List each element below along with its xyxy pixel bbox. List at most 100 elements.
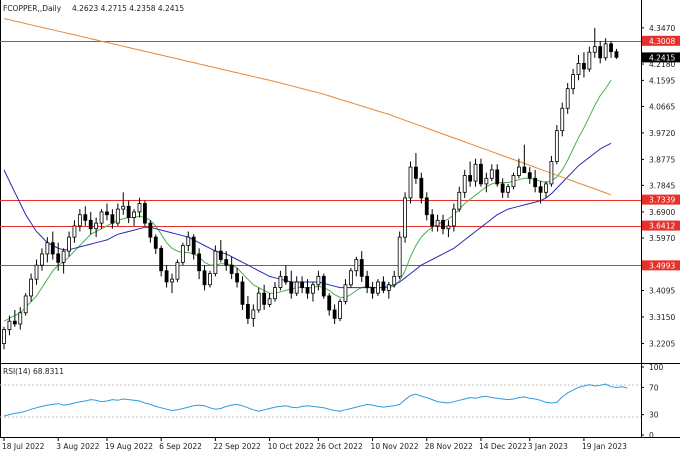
candle	[110, 209, 115, 229]
candle-body	[370, 287, 375, 294]
candle-body	[148, 222, 153, 238]
candle-body	[224, 259, 229, 266]
candle	[121, 192, 126, 215]
candle-body	[175, 261, 180, 280]
rsi-tick-label: 0	[649, 431, 654, 440]
candle-body	[533, 177, 538, 188]
candle-body	[197, 253, 202, 272]
candle-body	[321, 275, 326, 297]
candle	[267, 293, 272, 308]
candle-body	[576, 63, 581, 76]
candle	[473, 158, 478, 187]
candle	[538, 181, 543, 204]
candle-body	[126, 205, 131, 218]
candle	[348, 267, 353, 288]
candle-body	[45, 242, 50, 255]
candle	[451, 203, 456, 232]
candle-body	[2, 329, 6, 344]
candle	[245, 295, 250, 324]
candle	[533, 169, 538, 193]
candle	[45, 237, 50, 263]
candle-body	[40, 253, 44, 266]
candle-body	[115, 208, 120, 224]
candle-body	[446, 225, 451, 230]
candle	[143, 200, 147, 226]
candle	[484, 172, 489, 193]
candle	[576, 55, 581, 81]
candle-body	[397, 236, 402, 277]
candle-body	[386, 284, 391, 291]
candle	[72, 220, 77, 243]
candle-body	[506, 186, 510, 193]
candle	[397, 231, 402, 280]
level-badge-1-label: 3.7339	[649, 196, 675, 205]
candle	[164, 265, 169, 288]
candle-body	[479, 163, 483, 185]
candle	[148, 220, 153, 243]
candle	[554, 125, 559, 165]
price-tick-label: 4.3470	[649, 24, 675, 33]
time-tick-label: 28 Nov 2022	[425, 442, 473, 451]
candle	[327, 293, 332, 316]
level-badge-3-label: 3.4993	[649, 261, 675, 270]
candle	[105, 203, 109, 221]
candle	[565, 83, 570, 114]
candle-body	[137, 203, 142, 213]
candle-body	[457, 191, 462, 210]
candle	[462, 169, 467, 198]
candle-body	[609, 43, 613, 53]
candle-body	[121, 205, 126, 210]
candle-body	[598, 46, 603, 59]
candle-body	[300, 281, 305, 288]
time-tick-label: 14 Dec 2022	[479, 442, 527, 451]
candle	[235, 267, 239, 288]
candle	[202, 265, 207, 291]
candle-body	[495, 169, 500, 185]
candle	[126, 200, 131, 224]
candle-body	[50, 242, 55, 255]
candle-body	[338, 301, 342, 319]
candle-body	[251, 309, 256, 319]
candle	[457, 186, 462, 212]
candle	[208, 270, 212, 288]
candle-body	[527, 172, 532, 179]
candle	[354, 256, 359, 277]
candle-body	[278, 275, 283, 288]
candle-body	[517, 166, 521, 176]
candle	[392, 270, 397, 288]
candle-body	[180, 245, 185, 263]
rsi-line	[3, 383, 628, 417]
candle-body	[23, 295, 28, 314]
candle-body	[511, 175, 516, 188]
candle-body	[256, 292, 261, 311]
chart-header-ohlc: 4.2623 4.2715 4.2358 4.2415	[72, 4, 184, 13]
candle-body	[29, 278, 34, 297]
candle-body	[403, 197, 407, 238]
candle-body	[159, 247, 164, 272]
price-tick-label: 4.2180	[649, 60, 675, 69]
price-tick-label: 3.7845	[649, 181, 675, 190]
candle	[549, 155, 554, 187]
candle-body	[18, 312, 23, 325]
candle-body	[348, 270, 353, 286]
candle-body	[88, 219, 93, 230]
candle-body	[202, 270, 207, 286]
candle	[224, 251, 229, 271]
candle-body	[332, 309, 337, 319]
candle	[522, 144, 527, 174]
price-tick-label: 3.9720	[649, 129, 675, 138]
candle	[294, 276, 299, 296]
candle	[186, 231, 191, 252]
price-tick-label: 3.5970	[649, 234, 675, 243]
candle	[598, 41, 603, 64]
candle-body	[500, 183, 505, 193]
price-axis: 4.3470 4.2180 4.1595 4.0665 3.9720 3.8775 3.78…	[641, 24, 675, 348]
candle	[311, 281, 315, 302]
candle	[83, 206, 88, 226]
candle-body	[213, 250, 218, 274]
candle-body	[484, 177, 489, 185]
candle	[56, 242, 61, 271]
candle	[50, 231, 55, 260]
